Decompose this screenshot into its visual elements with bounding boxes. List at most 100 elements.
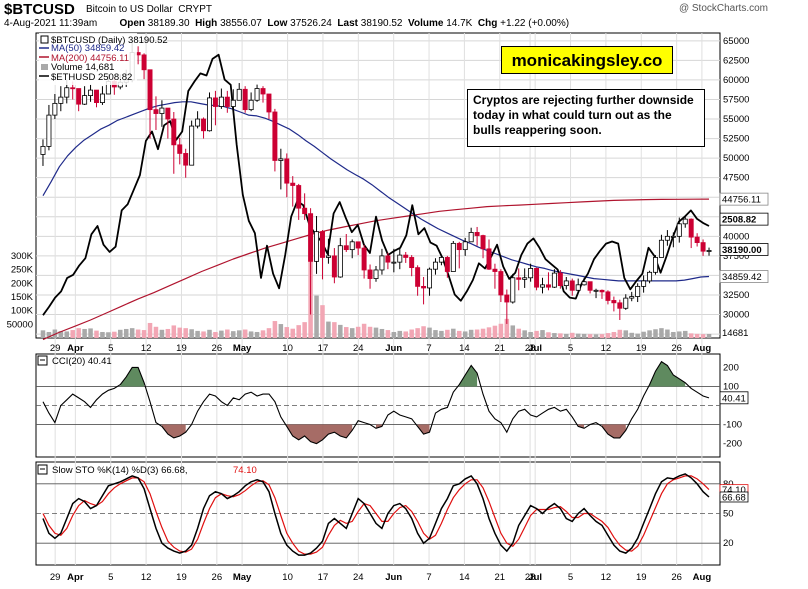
- volume-bar: [534, 330, 539, 338]
- volume-bar: [528, 331, 533, 338]
- candle-body: [355, 241, 361, 249]
- candle-body: [88, 89, 94, 96]
- candle-body: [236, 88, 242, 101]
- low-value: 37526.24: [290, 18, 332, 29]
- volume-bar: [522, 330, 527, 338]
- volume-bar: [118, 329, 123, 338]
- candle-body: [516, 277, 522, 280]
- date-tick-label-bottom: Jun: [385, 572, 402, 583]
- date-tick-label: Jun: [385, 343, 402, 354]
- sto-tick-label: 20: [723, 538, 734, 549]
- legend-ma200: MA(200) 44756.11: [51, 53, 129, 64]
- date-tick-label: Jul: [528, 343, 542, 354]
- date-tick-label-bottom: Jul: [528, 572, 542, 583]
- candle-body: [52, 102, 58, 116]
- cci-oversold-fill: [417, 424, 430, 435]
- date-tick-label-bottom: 12: [601, 572, 612, 583]
- volume-bar: [445, 329, 450, 338]
- candle-body: [647, 271, 653, 282]
- volume-bar: [540, 330, 545, 338]
- candle-body: [688, 218, 694, 238]
- volume-bar: [165, 328, 171, 338]
- candle-body: [623, 297, 629, 309]
- volume-bar: [195, 330, 200, 338]
- date-tick-label: 14: [459, 343, 470, 354]
- sto-k-line: [42, 473, 710, 556]
- candle-body: [409, 257, 415, 269]
- candle-body: [266, 93, 272, 113]
- sto-label-k: Slow STO %K(14) %D(3) 66.68,: [52, 465, 188, 476]
- volume-bar: [260, 330, 266, 338]
- volume-bar: [694, 333, 700, 338]
- cci-oversold-fill: [286, 424, 353, 444]
- date-tick-label-bottom: 5: [568, 572, 573, 583]
- candle-body: [528, 267, 534, 279]
- date-tick-label: 10: [282, 343, 293, 354]
- volume-bar: [427, 327, 432, 338]
- candle-body: [676, 223, 682, 237]
- main-legend-swatch: [40, 35, 49, 44]
- ma50-tag: 34859.42: [722, 272, 762, 283]
- date-tick-label-bottom: 19: [176, 572, 187, 583]
- volume-bar: [177, 327, 183, 338]
- volume-bar: [278, 324, 284, 338]
- volume-bar: [671, 331, 676, 338]
- candle-body: [492, 268, 498, 272]
- volume-bar: [201, 331, 206, 338]
- price-tick-label: 57500: [723, 94, 749, 105]
- date-tick-label: 26: [212, 343, 223, 354]
- legend-ma50: MA(50) 34859.42: [51, 43, 124, 54]
- date-tick-label: 5: [568, 343, 573, 354]
- volume-bar: [207, 329, 212, 338]
- candle-body: [278, 158, 284, 161]
- volume-value: 14.7K: [446, 18, 473, 29]
- cci-tick-label: 100: [723, 381, 739, 392]
- date-tick-label: 5: [108, 343, 113, 354]
- volume-bar: [373, 327, 379, 338]
- volume-bar: [272, 321, 278, 338]
- sto-legend: Slow STO %K(14) %D(3) 66.68, 74.10: [37, 464, 257, 476]
- candle-body: [617, 302, 623, 309]
- volume-bar: [225, 329, 230, 338]
- volume-bar: [183, 328, 188, 338]
- candle-body: [218, 96, 224, 107]
- volume-bar: [112, 331, 117, 338]
- volume-bar: [575, 333, 581, 338]
- candle-body: [474, 232, 480, 236]
- date-tick-label-bottom: Apr: [67, 572, 84, 583]
- volume-bar: [688, 333, 694, 338]
- brand-box: monicakingsley.co: [501, 46, 673, 74]
- volume-bar: [647, 330, 652, 338]
- quote-date: 4-Aug-2021 11:39am: [4, 18, 98, 29]
- volume-bar: [189, 329, 194, 338]
- candle-body: [349, 241, 355, 251]
- volume-bar: [314, 295, 319, 338]
- price-tick-label: 32500: [723, 290, 749, 301]
- volume-bar: [320, 305, 325, 338]
- high-label: High: [195, 18, 218, 29]
- candle-body: [700, 242, 706, 252]
- price-tick-label: 50000: [723, 153, 749, 164]
- candle-body: [153, 109, 159, 114]
- volume-bar: [296, 325, 301, 338]
- volume-bar: [409, 329, 414, 338]
- volume-bar: [231, 331, 236, 338]
- volume-bar: [462, 331, 468, 338]
- cci-tick-label: 200: [723, 362, 739, 373]
- volume-bar: [403, 331, 408, 338]
- candle-body: [545, 284, 551, 288]
- volume-bar: [379, 328, 385, 338]
- candle-body: [581, 281, 587, 286]
- eth-tag: 2508.82: [722, 215, 756, 226]
- ma50-line: [42, 101, 710, 282]
- volume-bar: [468, 329, 474, 338]
- candle-body: [421, 285, 427, 289]
- open-label: Open: [119, 18, 146, 29]
- candle-body: [171, 118, 177, 146]
- candle-body: [224, 96, 230, 107]
- volume-bar: [552, 333, 557, 338]
- candle-body: [40, 145, 46, 155]
- volume-bar: [635, 333, 640, 338]
- date-tick-label-bottom: 14: [459, 572, 470, 583]
- volume-bar: [504, 318, 510, 338]
